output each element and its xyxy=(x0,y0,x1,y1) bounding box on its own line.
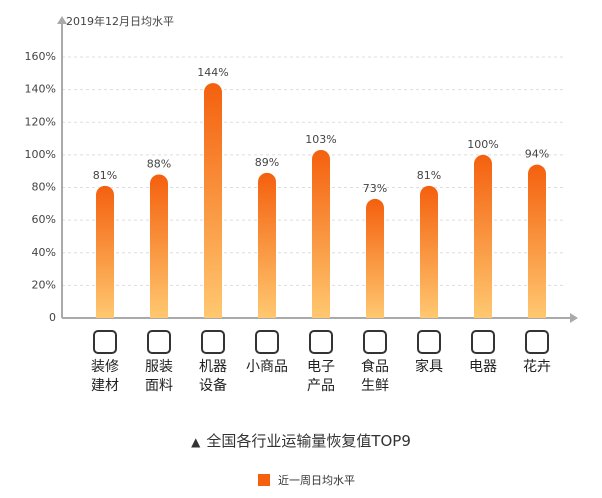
chart-title: 全国各行业运输量恢复值TOP9 xyxy=(206,432,411,450)
x-tick-label: 家具 xyxy=(415,359,443,375)
legend: 近一周日均水平 xyxy=(258,472,355,488)
value-label: 103% xyxy=(305,133,336,146)
caption-icon: ▲ xyxy=(191,435,201,449)
chart-caption: ▲ 全国各行业运输量恢复值TOP9 xyxy=(0,430,602,451)
value-label: 89% xyxy=(255,156,279,169)
x-tick-label: 食品 生鲜 xyxy=(361,359,389,394)
y-tick-label: 160% xyxy=(25,50,56,63)
y-tick-label: 140% xyxy=(25,83,56,96)
x-tick-label: 服装 面料 xyxy=(145,359,173,394)
y-tick-label: 100% xyxy=(25,148,56,161)
y-tick-label: 120% xyxy=(25,115,56,128)
y-tick-label: 60% xyxy=(32,213,56,226)
x-tick-label: 小商品 xyxy=(246,359,288,375)
x-tick-label: 电器 xyxy=(469,359,497,375)
category-icon xyxy=(201,330,225,354)
bar xyxy=(528,164,546,318)
category-icon xyxy=(471,330,495,354)
category-icon xyxy=(525,330,549,354)
bar xyxy=(312,149,330,318)
x-tick-label: 装修 建材 xyxy=(91,359,119,394)
y-axis-title: 2019年12月日均水平 xyxy=(66,14,174,28)
category-icon xyxy=(147,330,171,354)
x-tick-label: 电子 产品 xyxy=(307,359,335,394)
value-label: 100% xyxy=(467,138,498,151)
category-icon xyxy=(255,330,279,354)
y-tick-label: 40% xyxy=(32,246,56,259)
y-tick-label: 0 xyxy=(49,311,56,324)
value-label: 144% xyxy=(197,66,228,79)
category-icon xyxy=(363,330,387,354)
value-label: 73% xyxy=(363,182,387,195)
legend-swatch xyxy=(258,474,270,486)
x-tick-label: 机器 设备 xyxy=(199,359,227,394)
value-label: 81% xyxy=(93,169,117,182)
x-axis-arrow xyxy=(570,313,578,323)
bar xyxy=(150,174,168,318)
legend-label: 近一周日均水平 xyxy=(278,474,355,487)
category-icon xyxy=(93,330,117,354)
y-axis-arrow xyxy=(57,16,67,24)
category-icon xyxy=(417,330,441,354)
bar xyxy=(420,185,438,318)
value-label: 81% xyxy=(417,169,441,182)
bar xyxy=(204,83,222,318)
bar xyxy=(366,198,384,318)
x-tick-label: 花卉 xyxy=(523,359,551,375)
value-label: 88% xyxy=(147,157,171,170)
y-tick-label: 80% xyxy=(32,181,56,194)
bar xyxy=(474,154,492,318)
category-icon xyxy=(309,330,333,354)
value-label: 94% xyxy=(525,148,549,161)
bar xyxy=(258,172,276,318)
bar xyxy=(96,185,114,318)
y-tick-label: 20% xyxy=(32,278,56,291)
